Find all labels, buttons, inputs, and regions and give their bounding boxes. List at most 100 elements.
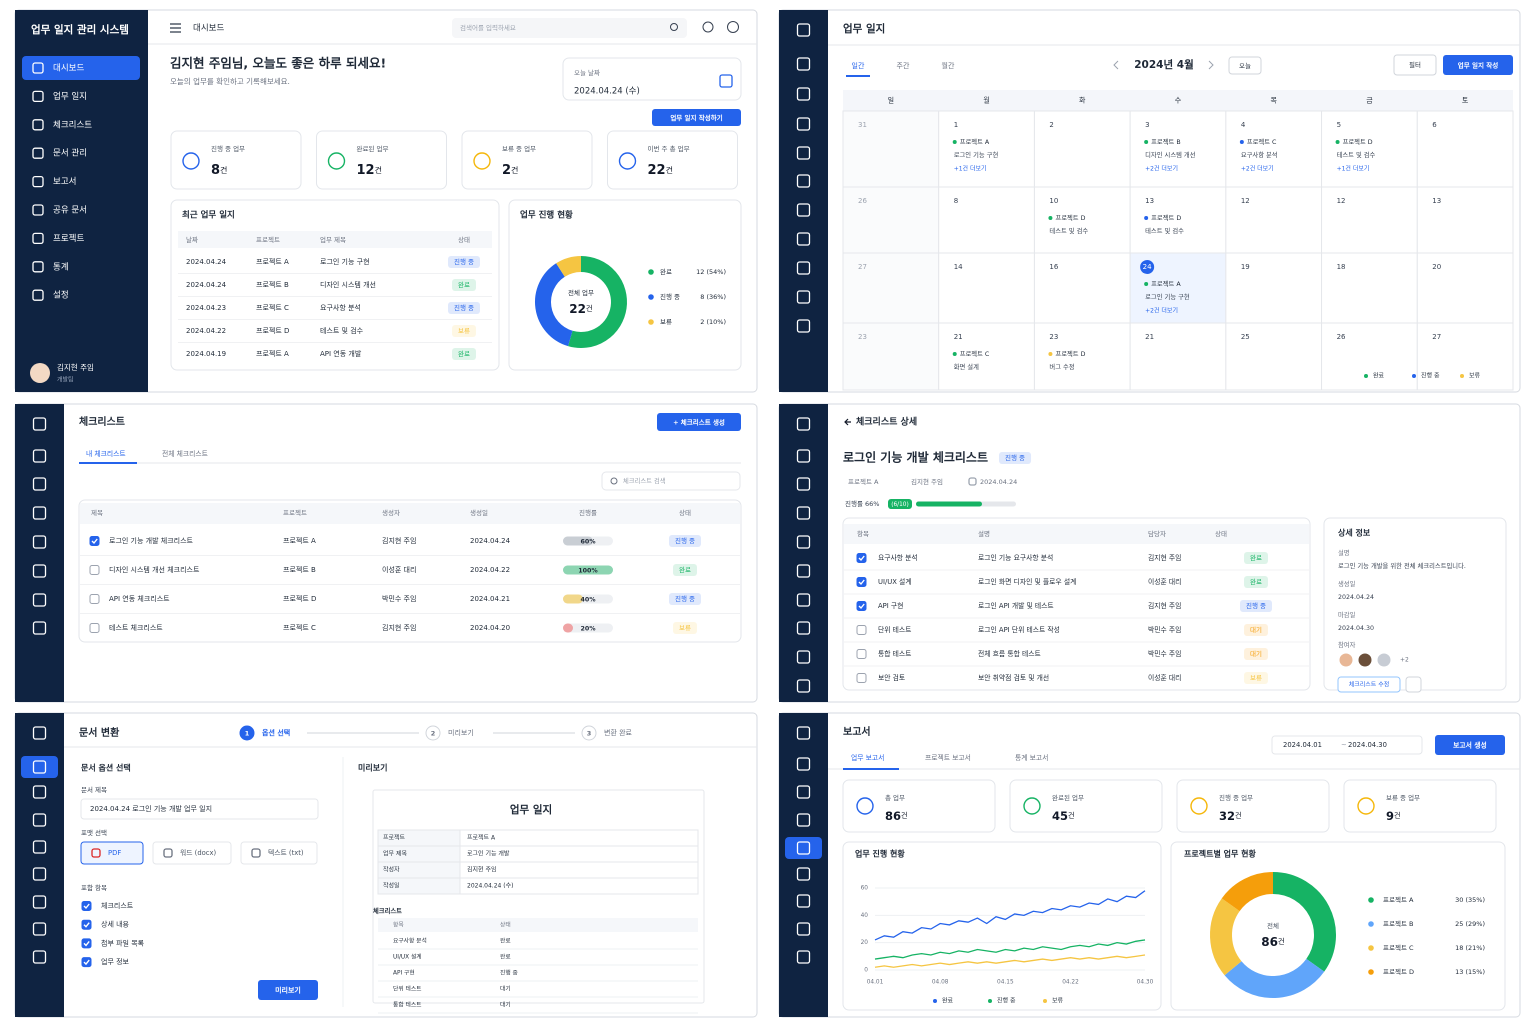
- checkbox[interactable]: [856, 577, 867, 587]
- tab[interactable]: 프로젝트 보고서: [925, 753, 971, 762]
- event-project[interactable]: 프로젝트 A: [1151, 279, 1181, 288]
- event-project[interactable]: 프로젝트 D: [1151, 213, 1181, 222]
- day-number: 27: [1432, 333, 1441, 341]
- cell: 2024.04.24: [470, 537, 511, 545]
- active-nav[interactable]: [785, 837, 822, 859]
- more-button[interactable]: [1405, 676, 1422, 693]
- checkbox[interactable]: [89, 565, 100, 575]
- tab[interactable]: 일간: [852, 61, 865, 70]
- more-link[interactable]: +1건 더보기: [954, 165, 987, 173]
- button[interactable]: [652, 109, 741, 126]
- search-box[interactable]: [601, 471, 741, 491]
- button[interactable]: [1443, 55, 1513, 75]
- chevron: [1113, 60, 1119, 70]
- checkbox[interactable]: [81, 957, 92, 968]
- day-number: 12: [1241, 197, 1250, 205]
- nav-item[interactable]: 통계: [53, 261, 69, 272]
- event-project[interactable]: 프로젝트 D: [1055, 349, 1085, 358]
- icon: [796, 174, 811, 188]
- format-option[interactable]: [80, 841, 144, 865]
- checkmark: [83, 903, 90, 910]
- sidebar: [779, 713, 828, 1017]
- nav-item[interactable]: 보고서: [53, 177, 76, 187]
- button-text: 체크리스트 수정: [1349, 681, 1390, 689]
- x-tick-label: 04.15: [997, 980, 1014, 986]
- more-link[interactable]: +2건 더보기: [1241, 165, 1274, 173]
- checkbox[interactable]: [856, 625, 867, 635]
- legend-dot: [648, 269, 654, 275]
- nav-item[interactable]: 대시보드: [53, 64, 84, 74]
- edit-button[interactable]: [1337, 676, 1401, 693]
- icon: [32, 564, 47, 578]
- active-nav[interactable]: [21, 756, 58, 778]
- tab[interactable]: 월간: [942, 61, 955, 70]
- checkbox[interactable]: [89, 594, 100, 604]
- event-project[interactable]: 프로젝트 C: [960, 349, 990, 358]
- more-link[interactable]: +1건 더보기: [1337, 165, 1370, 173]
- status-badge: [668, 593, 702, 605]
- checkmark: [83, 922, 90, 928]
- status-badge: [1244, 648, 1268, 660]
- checkbox[interactable]: [856, 673, 867, 683]
- text-input[interactable]: [80, 798, 319, 820]
- event-project[interactable]: 프로젝트 D: [1055, 213, 1085, 222]
- cell: 보안 검토: [878, 673, 905, 682]
- checkbox[interactable]: [856, 649, 867, 659]
- label: 진행률: [845, 499, 863, 508]
- checkbox[interactable]: [89, 536, 100, 546]
- checkbox[interactable]: [856, 601, 867, 611]
- checkbox[interactable]: [81, 938, 92, 949]
- button-text: 미리보기: [275, 986, 301, 995]
- day-number: 20: [1432, 263, 1441, 271]
- event-project[interactable]: 프로젝트 D: [1343, 137, 1373, 146]
- filter-button[interactable]: [1393, 54, 1437, 76]
- active-nav[interactable]: [22, 56, 140, 80]
- date-range[interactable]: [1271, 735, 1423, 755]
- event-task: 테스트 및 검수: [1049, 227, 1088, 235]
- tab[interactable]: 내 체크리스트: [86, 449, 126, 458]
- today-button[interactable]: [1228, 56, 1262, 75]
- nav-item[interactable]: 업무 일지: [53, 92, 87, 102]
- tab[interactable]: 업무 보고서: [851, 753, 884, 762]
- legend-label: 진행 중: [1421, 372, 1440, 380]
- event-project[interactable]: 프로젝트 C: [1247, 137, 1277, 146]
- more-link[interactable]: +2건 더보기: [1145, 307, 1178, 315]
- status-badge: [999, 452, 1032, 464]
- cell: 프로젝트 D: [256, 326, 289, 335]
- search-box[interactable]: [452, 18, 687, 38]
- status-badge: [1244, 576, 1268, 588]
- format-option[interactable]: [240, 841, 318, 865]
- format-option[interactable]: [152, 841, 232, 865]
- more-link[interactable]: +2건 더보기: [1145, 165, 1178, 173]
- event-project[interactable]: 프로젝트 B: [1151, 137, 1181, 146]
- tab[interactable]: 전체 체크리스트: [162, 449, 208, 458]
- nav-item[interactable]: 프로젝트: [53, 233, 84, 244]
- stat-label: 완료된 업무: [357, 145, 389, 153]
- nav-item[interactable]: 체크리스트: [53, 119, 92, 130]
- y-tick-label: 60: [861, 886, 869, 892]
- nav-item[interactable]: 공유 문서: [53, 206, 87, 216]
- button[interactable]: [657, 413, 741, 431]
- checkbox[interactable]: [81, 919, 92, 930]
- button[interactable]: [1435, 735, 1505, 755]
- tab[interactable]: 통계 보고서: [1015, 753, 1048, 762]
- card: [508, 199, 742, 371]
- checkbox[interactable]: [81, 901, 92, 911]
- calendar-cell: [1129, 322, 1227, 391]
- checkbox[interactable]: [89, 623, 100, 633]
- field-label: 문서 제목: [81, 785, 107, 794]
- card: [461, 130, 593, 190]
- count-pill: [888, 499, 912, 509]
- event-project[interactable]: 프로젝트 A: [960, 137, 990, 146]
- cell: 대기: [500, 1001, 511, 1009]
- tab[interactable]: 주간: [897, 61, 910, 70]
- legend-value: 30 (35%): [1455, 896, 1485, 904]
- button[interactable]: [258, 980, 318, 1000]
- weekday: 수: [1175, 97, 1182, 105]
- nav-item[interactable]: 설정: [53, 290, 69, 301]
- nav-item[interactable]: 문서 관리: [53, 148, 87, 159]
- icon: [796, 23, 811, 37]
- day-number: 13: [1432, 197, 1441, 205]
- checkbox[interactable]: [856, 553, 867, 563]
- legend-label: 완료: [660, 268, 672, 276]
